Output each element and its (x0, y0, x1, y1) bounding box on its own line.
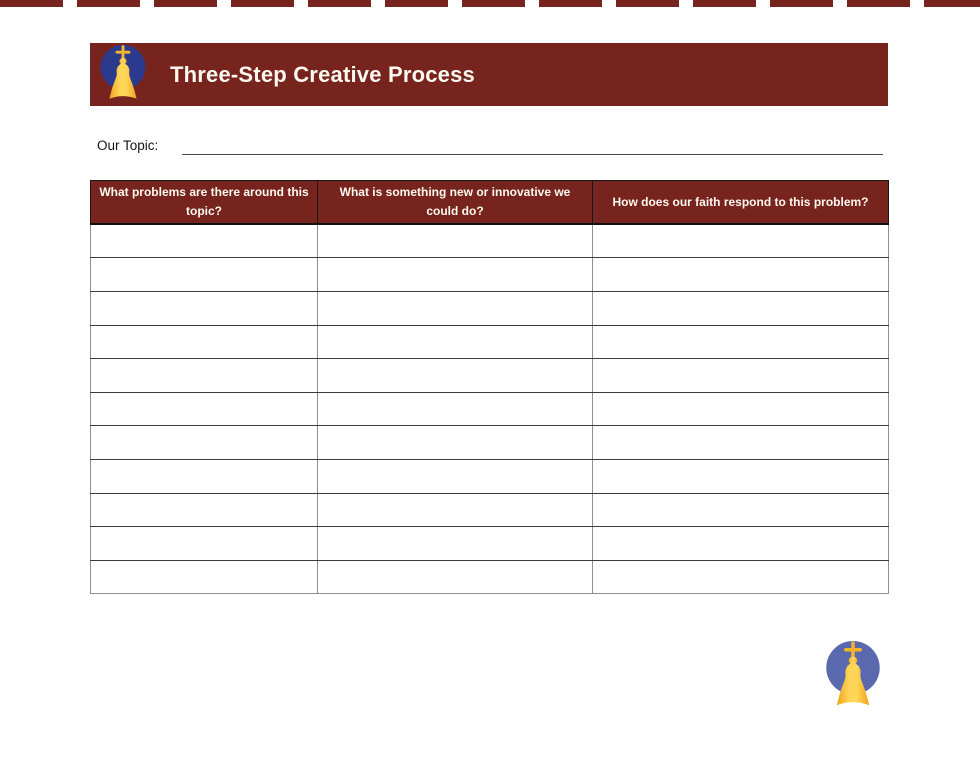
topic-row: Our Topic: (97, 133, 883, 155)
table-cell[interactable] (592, 257, 889, 293)
column-header-innovative: What is something new or innovative we c… (317, 180, 593, 226)
table-row (90, 493, 889, 528)
topic-input[interactable] (182, 133, 883, 155)
table-row (90, 560, 889, 595)
table-cell[interactable] (317, 257, 593, 293)
table-cell[interactable] (317, 224, 593, 259)
topic-label: Our Topic: (97, 138, 159, 153)
table-cell[interactable] (592, 425, 889, 461)
table-cell[interactable] (317, 425, 593, 461)
table-cell[interactable] (90, 325, 318, 360)
column-header-problems: What problems are there around this topi… (90, 180, 318, 226)
worksheet-table: What problems are there around this topi… (90, 180, 889, 595)
table-cell[interactable] (317, 526, 593, 561)
table-cell[interactable] (90, 257, 318, 293)
table-cell[interactable] (317, 392, 593, 427)
column-header-faith: How does our faith respond to this probl… (592, 180, 889, 226)
table-cell[interactable] (90, 493, 318, 528)
table-header-row: What problems are there around this topi… (90, 180, 889, 226)
table-cell[interactable] (90, 291, 318, 326)
table-cell[interactable] (317, 291, 593, 326)
table-row (90, 325, 889, 360)
table-row (90, 392, 889, 427)
table-cell[interactable] (317, 493, 593, 528)
table-row (90, 224, 889, 259)
table-cell[interactable] (592, 392, 889, 427)
table-cell[interactable] (90, 526, 318, 561)
table-cell[interactable] (317, 560, 593, 595)
table-cell[interactable] (90, 358, 318, 393)
table-cell[interactable] (90, 392, 318, 427)
table-row (90, 291, 889, 326)
church-dome-logo-icon (100, 44, 146, 99)
table-row (90, 459, 889, 494)
table-cell[interactable] (90, 224, 318, 259)
header-banner: Three-Step Creative Process (90, 43, 888, 106)
table-cell[interactable] (592, 291, 889, 326)
table-cell[interactable] (317, 325, 593, 360)
table-cell[interactable] (317, 358, 593, 393)
table-cell[interactable] (592, 358, 889, 393)
church-dome-logo-icon (826, 641, 880, 706)
table-cell[interactable] (592, 325, 889, 360)
table-cell[interactable] (90, 560, 318, 595)
table-cell[interactable] (592, 560, 889, 595)
table-cell[interactable] (90, 425, 318, 461)
table-cell[interactable] (592, 526, 889, 561)
table-row (90, 526, 889, 561)
table-cell[interactable] (592, 493, 889, 528)
top-dashed-border (0, 0, 980, 7)
table-row (90, 425, 889, 461)
table-cell[interactable] (317, 459, 593, 494)
table-row (90, 358, 889, 393)
table-header: What problems are there around this topi… (90, 180, 889, 226)
table-cell[interactable] (90, 459, 318, 494)
table-row (90, 257, 889, 293)
table-cell[interactable] (592, 224, 889, 259)
page-title: Three-Step Creative Process (170, 61, 475, 87)
table-cell[interactable] (592, 459, 889, 494)
table-body (90, 224, 889, 595)
